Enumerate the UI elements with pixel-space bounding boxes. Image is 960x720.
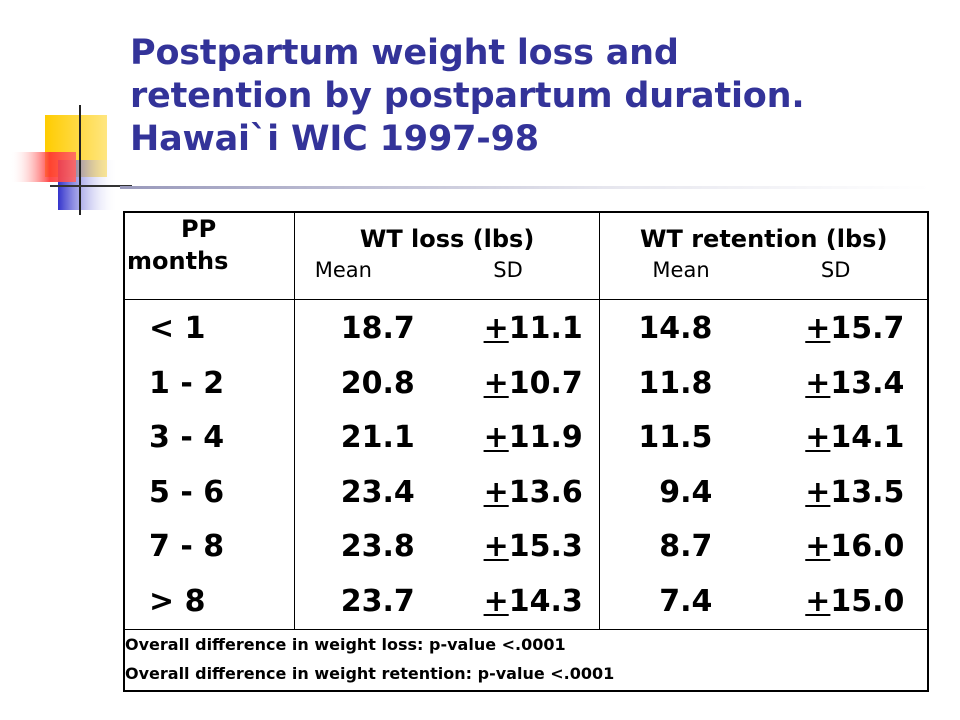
table-header-row: PP months WT loss (lbs) Mean SD WT reten… <box>124 212 928 300</box>
wt-loss-sd-number: 10.7 <box>508 365 583 401</box>
table-row-wt-retention: 11.8 +13.4 <box>600 357 927 412</box>
wt-loss-sd-number: 13.6 <box>508 474 583 510</box>
table-row-wt-loss: 21.1 +11.9 <box>295 411 600 466</box>
header-ret-sd: SD <box>820 258 851 282</box>
plus-minus-symbol: + <box>805 311 831 346</box>
wt-loss-sd-value: +15.3 <box>415 520 583 575</box>
header-wt-loss: WT loss (lbs) Mean SD <box>293 212 600 300</box>
header-loss-sd: SD <box>493 258 523 282</box>
pp-months-column: < 1 1 - 2 3 - 4 5 - 6 7 - 8 > 8 <box>124 300 294 630</box>
table-row-wt-retention: 9.4 +13.5 <box>600 466 927 521</box>
wt-loss-mean-value: 18.7 <box>340 311 415 346</box>
wt-loss-sd-number: 14.3 <box>508 583 583 619</box>
wt-loss-sd-number: 11.9 <box>508 420 583 455</box>
plus-minus-symbol: + <box>483 420 509 455</box>
table-row-pp: 7 - 8 <box>149 529 225 564</box>
footnote-weight-loss: Overall difference in weight loss: p-val… <box>125 635 566 654</box>
wt-retention-sd-value: +13.5 <box>712 466 904 521</box>
wt-loss-mean-value: 20.8 <box>340 365 415 401</box>
plus-minus-symbol: + <box>483 474 509 510</box>
table-row-wt-loss: 23.4 +13.6 <box>295 466 600 521</box>
wt-loss-sd-number: 15.3 <box>508 529 583 564</box>
wt-retention-mean-value: 9.4 <box>659 474 713 510</box>
wt-retention-sd-value: +16.0 <box>712 520 904 575</box>
wt-retention-sd-value: +15.0 <box>712 575 904 630</box>
weight-table: PP months WT loss (lbs) Mean SD WT reten… <box>123 211 929 692</box>
wt-loss-list: 18.7 +11.1 20.8 +10.7 21.1 +11.9 23.4 +13.6 23.8… <box>295 300 600 629</box>
title-line-3: Hawai`i WIC 1997-98 <box>130 119 539 159</box>
wt-loss-sd-number: 11.1 <box>508 311 583 346</box>
wt-loss-mean-value: 23.8 <box>340 529 415 564</box>
table-row-wt-loss: 23.7 +14.3 <box>295 575 600 630</box>
wt-retention-list: 14.8 +15.7 11.8 +13.4 11.5 +14.1 9.4 +13.5 8.7 +1… <box>600 300 927 629</box>
plus-minus-symbol: + <box>805 365 831 401</box>
wt-retention-sd-number: 16.0 <box>830 529 905 564</box>
wt-loss-sd-value: +10.7 <box>415 357 583 412</box>
wt-retention-sd-value: +15.7 <box>712 302 904 357</box>
wt-loss-sd-value: +13.6 <box>415 466 583 521</box>
wt-retention-column: 14.8 +15.7 11.8 +13.4 11.5 +14.1 9.4 +13.5 8.7 +1… <box>599 299 928 630</box>
plus-minus-symbol: + <box>805 583 831 619</box>
wt-retention-mean-value: 8.7 <box>659 529 713 564</box>
table-row-pp: < 1 <box>149 311 206 346</box>
header-loss-mean: Mean <box>314 258 372 282</box>
header-ret-mean: Mean <box>652 258 710 282</box>
header-wt-loss-sub: Mean SD <box>295 257 600 283</box>
plus-minus-symbol: + <box>483 365 509 401</box>
plus-minus-symbol: + <box>483 529 509 564</box>
deco-red-bar <box>10 152 76 182</box>
header-wt-retention-label: WT retention (lbs) <box>640 225 888 253</box>
slide-title: Postpartum weight loss and retention by … <box>130 32 930 161</box>
table-row-wt-retention: 7.4 +15.0 <box>600 575 927 630</box>
table-row-pp: 1 - 2 <box>149 365 225 401</box>
title-line-1: Postpartum weight loss and <box>130 33 679 73</box>
wt-loss-mean-value: 23.7 <box>340 583 415 619</box>
plus-minus-symbol: + <box>483 311 509 346</box>
wt-retention-mean-value: 11.5 <box>638 420 713 455</box>
header-wt-retention: WT retention (lbs) Mean SD <box>599 212 928 300</box>
wt-loss-sd-value: +14.3 <box>415 575 583 630</box>
wt-retention-sd-number: 13.5 <box>830 474 905 510</box>
wt-retention-sd-value: +14.1 <box>712 411 904 466</box>
header-pp: PP <box>181 215 217 243</box>
header-pp-months: PP months <box>124 212 295 300</box>
table-row-wt-loss: 18.7 +11.1 <box>295 302 600 357</box>
decorative-corner-graphic <box>10 105 132 215</box>
table-row-pp: 3 - 4 <box>149 420 225 455</box>
wt-retention-sd-number: 14.1 <box>830 420 905 455</box>
table-row-wt-loss: 23.8 +15.3 <box>295 520 600 575</box>
plus-minus-symbol: + <box>805 420 831 455</box>
wt-loss-sd-value: +11.1 <box>415 302 583 357</box>
title-line-2: retention by postpartum duration. <box>130 76 805 116</box>
title-underline-rule <box>120 186 930 189</box>
table-row-pp: 5 - 6 <box>149 474 225 510</box>
wt-loss-mean-value: 21.1 <box>340 420 415 455</box>
footnote-cell: Overall difference in weight loss: p-val… <box>124 629 928 691</box>
wt-loss-column: 18.7 +11.1 20.8 +10.7 21.1 +11.9 23.4 +13.6 23.8… <box>293 299 600 630</box>
table-row-wt-retention: 14.8 +15.7 <box>600 302 927 357</box>
wt-retention-sd-value: +13.4 <box>712 357 904 412</box>
wt-retention-mean-value: 11.8 <box>638 365 713 401</box>
plus-minus-symbol: + <box>805 474 831 510</box>
wt-loss-sd-value: +11.9 <box>415 411 583 466</box>
table-footnote-row: Overall difference in weight loss: p-val… <box>124 629 928 691</box>
wt-loss-mean-value: 23.4 <box>340 474 415 510</box>
table-row-wt-retention: 8.7 +16.0 <box>600 520 927 575</box>
header-months: months <box>127 247 229 275</box>
wt-retention-sd-number: 15.7 <box>830 311 905 346</box>
table-row-wt-loss: 20.8 +10.7 <box>295 357 600 412</box>
wt-retention-sd-number: 15.0 <box>830 583 905 619</box>
wt-retention-mean-value: 7.4 <box>659 583 713 619</box>
wt-retention-sd-number: 13.4 <box>830 365 905 401</box>
pp-months-list: < 1 1 - 2 3 - 4 5 - 6 7 - 8 > 8 <box>125 300 294 629</box>
footnote-weight-retention: Overall difference in weight retention: … <box>125 664 615 683</box>
table-row-pp: > 8 <box>149 583 206 619</box>
header-wt-retention-sub: Mean SD <box>600 257 927 283</box>
wt-retention-mean-value: 14.8 <box>638 311 713 346</box>
plus-minus-symbol: + <box>483 583 509 619</box>
header-wt-loss-label: WT loss (lbs) <box>359 225 535 253</box>
table-row-wt-retention: 11.5 +14.1 <box>600 411 927 466</box>
plus-minus-symbol: + <box>805 529 831 564</box>
